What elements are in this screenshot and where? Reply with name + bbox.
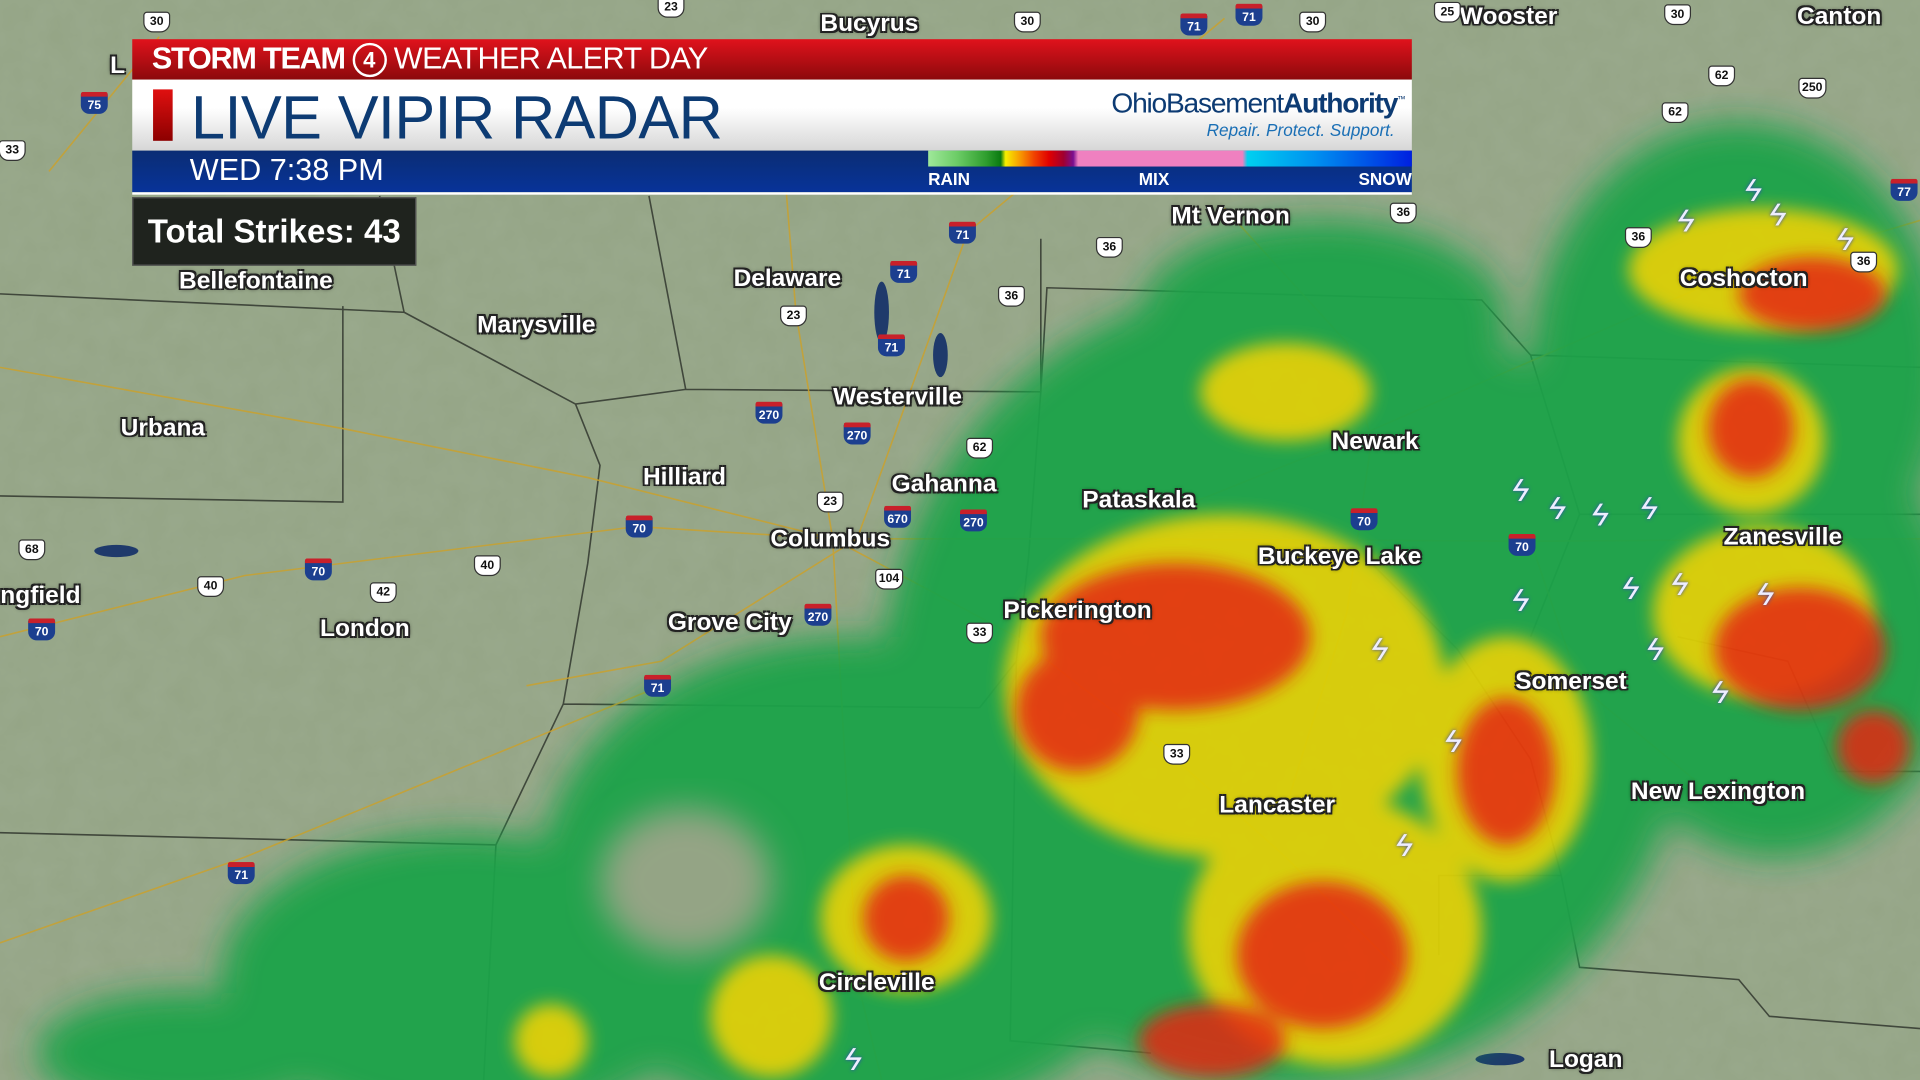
city-label: Bucyrus	[820, 10, 919, 38]
interstate-shield: 270	[843, 422, 871, 445]
interstate-shield: 270	[804, 603, 832, 626]
interstate-shield: 670	[884, 505, 912, 528]
city-label: Pickerington	[1003, 596, 1152, 624]
city-label: Wooster	[1459, 3, 1558, 31]
city-label: Coshocton	[1679, 265, 1808, 293]
trademark: ™	[1397, 95, 1406, 105]
page-title: LIVE VIPIR RADAR	[191, 83, 723, 152]
legend-mix: MIX	[1138, 168, 1170, 189]
timestamp: WED 7:38 PM	[189, 153, 384, 188]
city-label: Somerset	[1515, 667, 1627, 695]
legend-snow: SNOW	[1358, 168, 1412, 189]
interstate-shield: 71	[877, 334, 905, 357]
title-accent	[153, 89, 173, 141]
us-route-shield: 23	[657, 0, 685, 18]
interstate-shield: 71	[948, 221, 976, 244]
interstate-shield: 71	[1235, 3, 1263, 26]
us-route-shield: 33	[1163, 743, 1191, 765]
us-route-shield: 40	[197, 576, 225, 597]
city-label: Hilliard	[642, 463, 726, 491]
interstate-shield: 70	[28, 618, 56, 641]
weather-alert-banner: STORM TEAM 4 WEATHER ALERT DAY	[132, 39, 1412, 80]
city-label: Columbus	[770, 525, 891, 553]
legend-rain: RAIN	[928, 168, 971, 189]
sponsor-logo: OhioBasementAuthority™ Repair. Protect. …	[1111, 86, 1406, 140]
us-route-shield: 104	[875, 568, 903, 590]
us-route-shield: 36	[1095, 236, 1123, 258]
sponsor-name-bold: Authority	[1282, 86, 1398, 119]
us-route-shield: 30	[1013, 11, 1041, 33]
lakes	[94, 281, 1525, 1066]
city-label: Mt Vernon	[1171, 202, 1290, 230]
interstate-shield: 270	[755, 401, 783, 424]
us-route-shield: 250	[1798, 77, 1827, 99]
city-label: Zanesville	[1723, 523, 1843, 551]
us-route-shield: 33	[0, 140, 26, 162]
time-bar: WED 7:38 PM RAIN MIX SNOW	[132, 150, 1412, 195]
sponsor-name: OhioBasement	[1111, 86, 1284, 119]
precip-legend: RAIN MIX SNOW	[928, 150, 1412, 193]
interstate-shield: 71	[227, 862, 255, 885]
city-label: Delaware	[733, 265, 842, 293]
city-label: Logan	[1548, 1046, 1623, 1074]
city-label: Buckeye Lake	[1257, 543, 1422, 571]
city-label: Canton	[1797, 3, 1882, 31]
city-label: Circleville	[818, 969, 935, 997]
strikes-count: 43	[363, 212, 401, 250]
radar-precipitation	[36, 122, 1920, 1080]
city-label: Grove City	[667, 609, 792, 637]
city-label: London	[320, 615, 410, 643]
us-route-shield: 30	[143, 11, 171, 33]
precip-color-scale	[928, 150, 1412, 167]
station-brand: STORM TEAM	[151, 41, 346, 76]
us-route-shield: 36	[1850, 251, 1878, 273]
city-label: L	[110, 52, 126, 79]
us-route-shield: 23	[780, 305, 807, 327]
us-route-shield: 25	[1433, 1, 1461, 23]
city-label: Pataskala	[1082, 486, 1196, 514]
interstate-shield: 270	[960, 509, 987, 532]
interstate-shield: 70	[625, 515, 653, 538]
us-route-shield: 33	[966, 622, 994, 644]
city-label: Newark	[1331, 427, 1419, 455]
us-route-shield: 62	[1708, 65, 1736, 87]
us-route-shield: 36	[1624, 227, 1652, 248]
us-route-shield: 30	[1664, 4, 1692, 26]
strikes-label: Total Strikes:	[147, 212, 355, 250]
interstate-shield: 71	[1180, 13, 1208, 36]
us-route-shield: 68	[18, 539, 46, 561]
interstate-shield: 70	[1508, 533, 1536, 556]
alert-text: WEATHER ALERT DAY	[393, 41, 709, 76]
city-label: New Lexington	[1630, 778, 1806, 806]
interstate-shield: 70	[304, 558, 332, 581]
us-route-shield: 23	[816, 491, 844, 513]
interstate-shield: 70	[1350, 508, 1378, 531]
city-label: Gahanna	[891, 470, 997, 498]
sponsor-tagline: Repair. Protect. Support.	[1206, 120, 1395, 140]
lightning-strike-count: Total Strikes: 43	[132, 197, 417, 266]
us-route-shield: 62	[966, 437, 994, 459]
city-label: ngfield	[0, 582, 81, 610]
us-route-shield: 30	[1299, 11, 1327, 33]
city-label: Urbana	[120, 414, 206, 442]
us-route-shield: 36	[997, 285, 1025, 307]
us-route-shield: 42	[369, 582, 397, 604]
interstate-shield: 77	[1890, 178, 1918, 201]
city-label: Bellefontaine	[179, 267, 333, 295]
interstate-shield: 71	[644, 674, 672, 697]
title-banner: LIVE VIPIR RADAR OhioBasementAuthority™ …	[132, 79, 1412, 152]
interstate-shield: 75	[80, 91, 108, 114]
us-route-shield: 40	[473, 555, 501, 577]
us-route-shield: 62	[1661, 102, 1689, 124]
city-label: Lancaster	[1219, 791, 1336, 819]
city-label: Marysville	[477, 311, 596, 339]
channel-4-logo: 4	[352, 42, 387, 77]
interstate-shield: 71	[890, 260, 918, 283]
city-label: Westerville	[833, 383, 962, 411]
us-route-shield: 36	[1389, 202, 1417, 224]
